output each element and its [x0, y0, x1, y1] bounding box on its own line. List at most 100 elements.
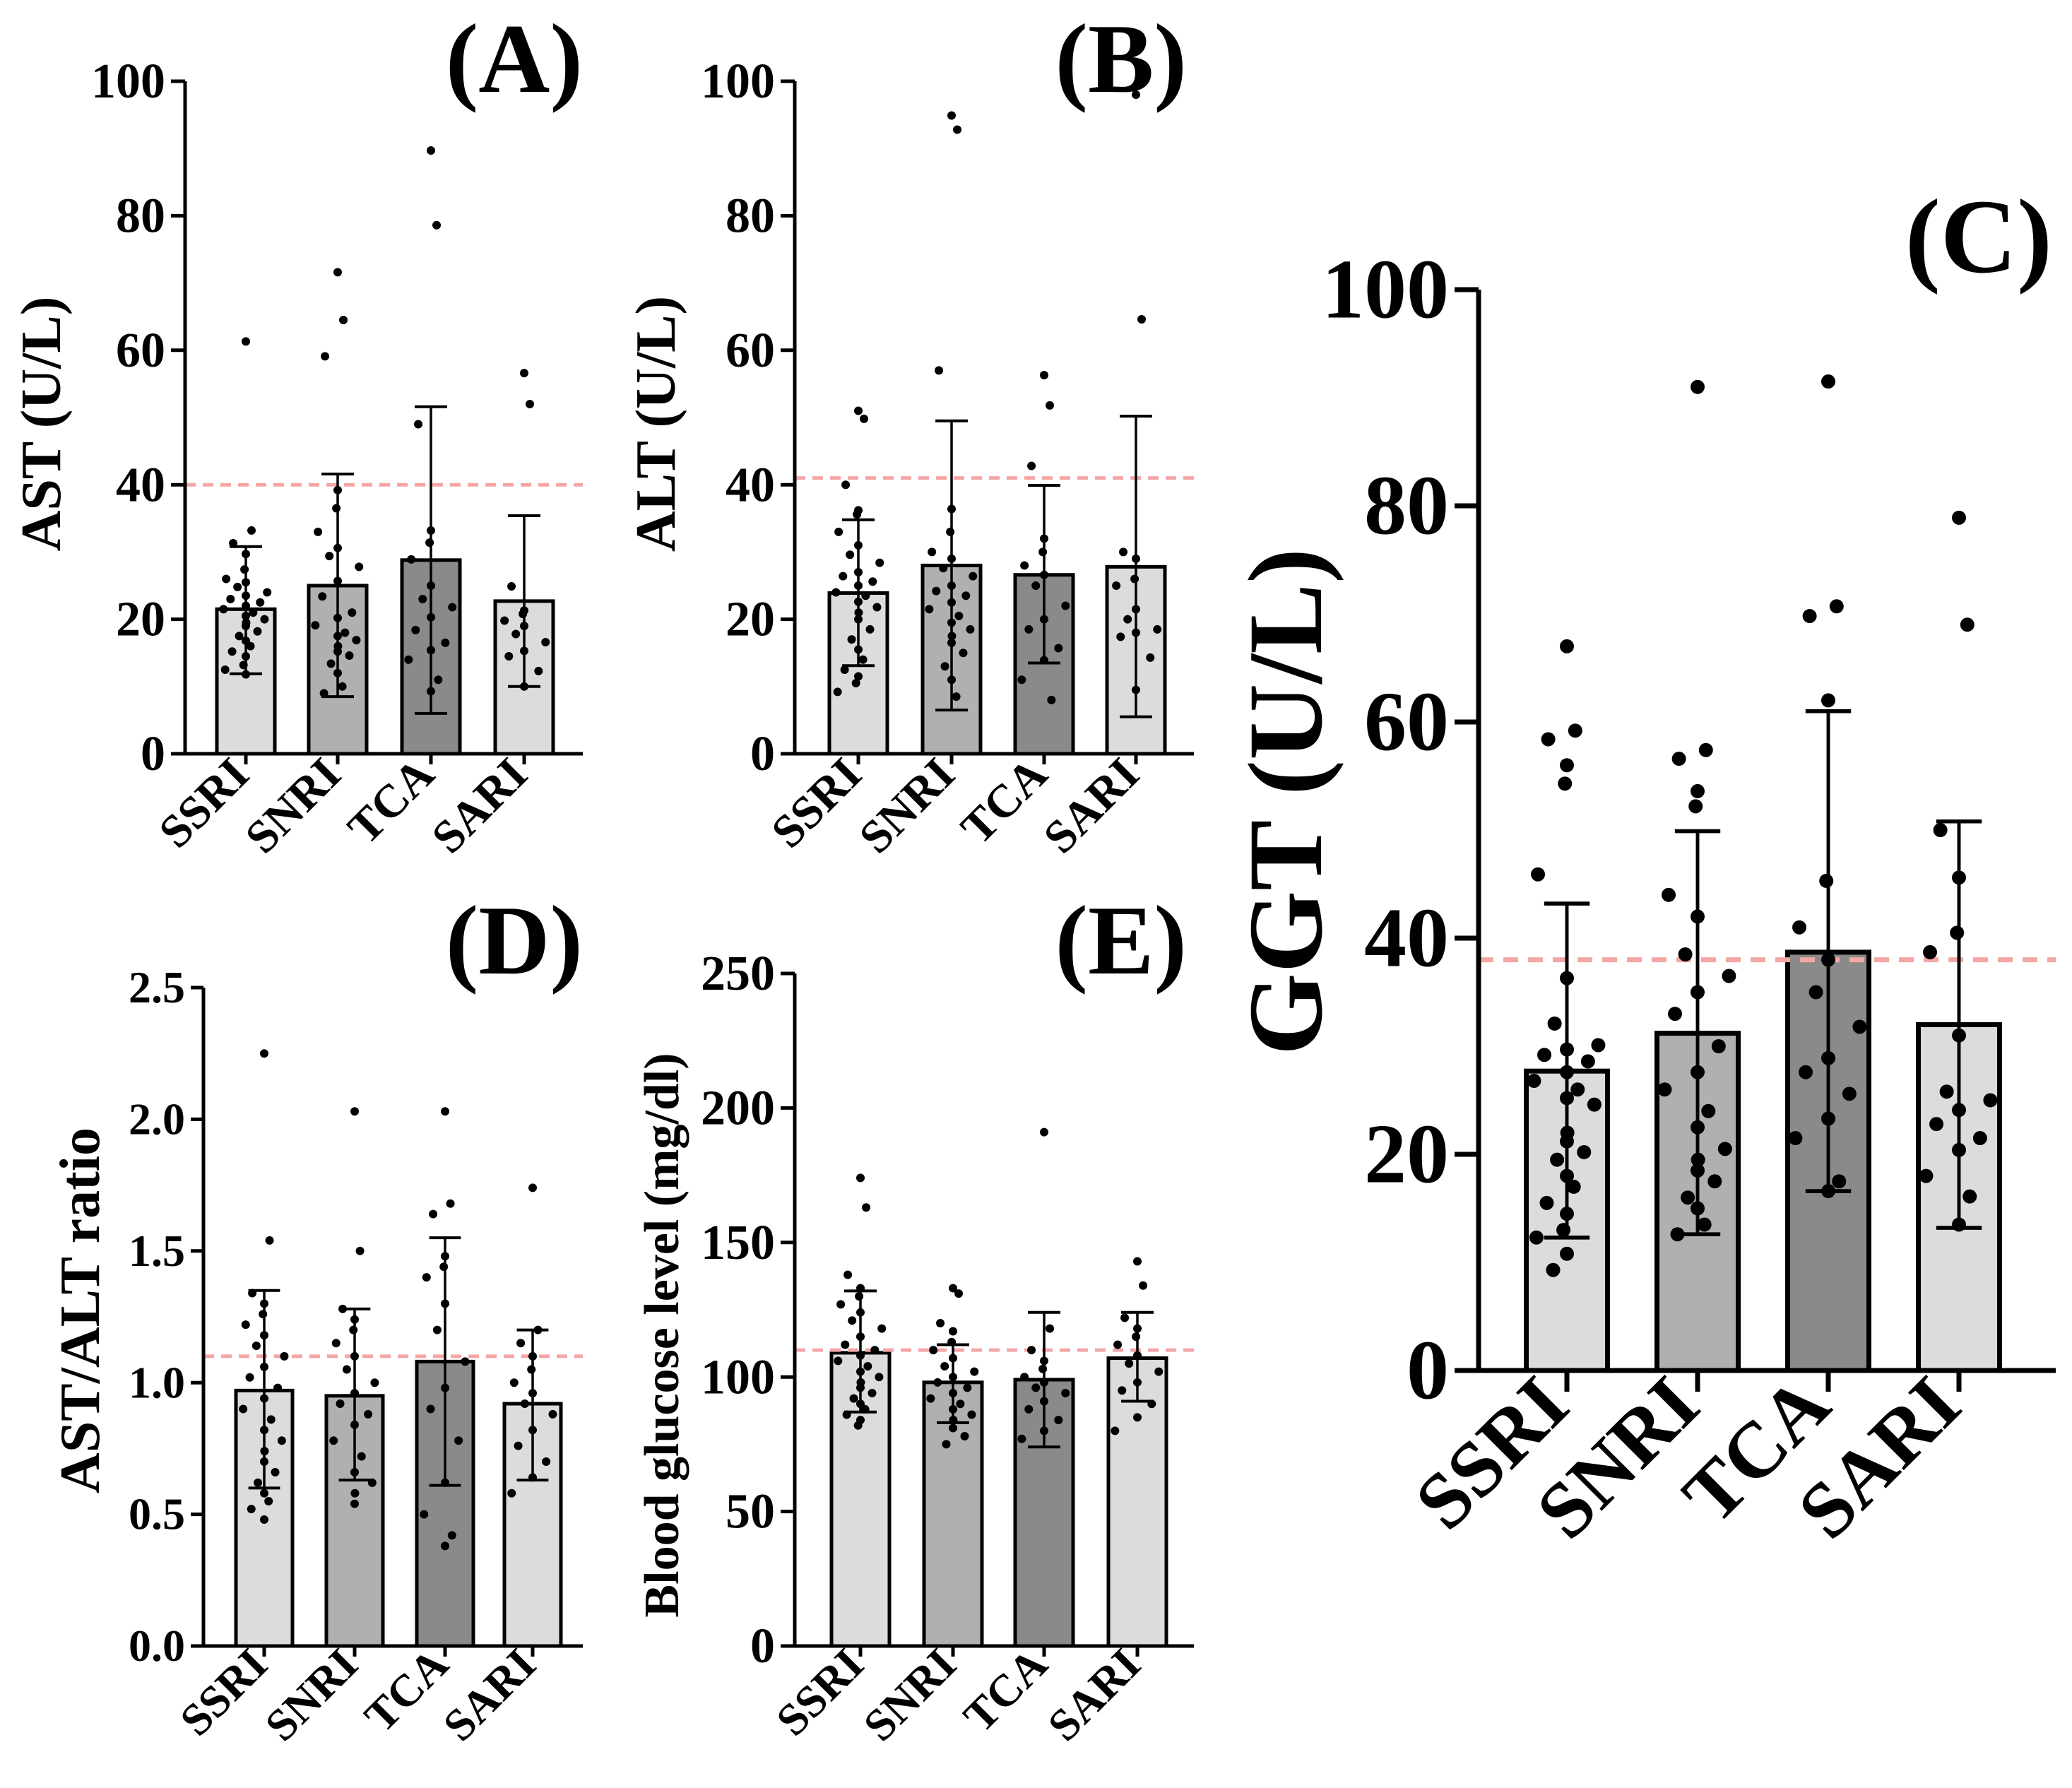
data-point-a-tca — [427, 687, 435, 696]
data-point-b-snri — [940, 662, 949, 671]
data-point-a-ssri — [242, 601, 250, 610]
data-point-e-ssri — [863, 1361, 872, 1370]
data-point-e-sari — [1133, 1257, 1142, 1266]
data-point-a-tca — [414, 420, 423, 429]
y-tick-label-a: 80 — [116, 189, 165, 244]
data-point-b-ssri — [854, 597, 863, 606]
data-point-e-snri — [933, 1378, 942, 1387]
data-point-c-ssri — [1529, 1230, 1544, 1245]
data-point-b-ssri — [854, 406, 863, 415]
data-point-c-tca — [1829, 599, 1844, 614]
data-point-d-ssri — [266, 1415, 276, 1424]
data-point-d-sari — [542, 1457, 551, 1467]
data-point-b-ssri — [834, 527, 843, 536]
data-point-c-ssri — [1531, 867, 1546, 882]
data-point-d-tca — [441, 1383, 449, 1392]
data-point-b-ssri — [851, 679, 860, 688]
data-point-c-snri — [1671, 752, 1686, 766]
data-point-a-tca — [411, 625, 420, 634]
x-tick-label-d-snri: SNRI — [256, 1639, 367, 1751]
data-point-c-sari — [1952, 870, 1966, 885]
data-point-e-sari — [1147, 1399, 1156, 1409]
data-point-d-tca — [429, 1209, 438, 1219]
data-point-c-snri — [1681, 1190, 1695, 1205]
data-point-e-tca — [1027, 1346, 1036, 1355]
data-point-c-tca — [1821, 1111, 1835, 1126]
data-point-d-snri — [367, 1478, 377, 1487]
data-point-b-snri — [947, 632, 957, 641]
data-point-b-tca — [1038, 547, 1048, 557]
data-point-b-snri — [932, 586, 941, 596]
data-point-c-snri — [1691, 1120, 1705, 1135]
data-point-e-ssri — [843, 1270, 853, 1279]
data-point-c-ssri — [1570, 1082, 1585, 1097]
data-point-e-ssri — [856, 1173, 865, 1183]
data-point-a-sari — [500, 616, 509, 625]
data-point-d-ssri — [277, 1436, 286, 1445]
data-point-b-sari — [1123, 615, 1132, 624]
data-point-a-ssri — [260, 615, 269, 624]
data-point-d-ssri — [260, 1331, 268, 1340]
data-point-d-snri — [349, 1325, 358, 1334]
data-point-b-snri — [947, 618, 956, 627]
data-point-c-snri — [1717, 1142, 1732, 1156]
data-point-c-tca — [1821, 952, 1835, 967]
x-tick-label-b-ssri: SSRI — [762, 748, 871, 858]
data-point-c-sari — [1972, 1131, 1987, 1146]
y-tick-label-d: 2.0 — [129, 1094, 185, 1144]
data-point-b-tca — [1047, 695, 1056, 704]
data-point-e-tca — [1054, 1416, 1063, 1425]
data-point-a-ssri — [235, 632, 244, 641]
data-point-d-tca — [422, 1273, 431, 1282]
data-point-c-snri — [1691, 379, 1705, 394]
data-point-c-snri — [1691, 1163, 1705, 1178]
data-point-c-sari — [1952, 1028, 1966, 1043]
y-tick-label-a: 60 — [116, 324, 165, 378]
data-point-a-snri — [318, 592, 327, 601]
data-point-c-sari — [1952, 1217, 1966, 1232]
data-point-a-sari — [534, 666, 543, 675]
data-point-a-snri — [355, 562, 364, 572]
data-point-a-sari — [520, 369, 528, 378]
data-point-c-ssri — [1560, 1042, 1574, 1057]
x-tick-label-a-tca: TCA — [338, 748, 444, 854]
x-tick-label-a-snri: SNRI — [235, 748, 350, 863]
data-point-e-ssri — [855, 1291, 864, 1301]
data-point-c-tca — [1842, 1087, 1857, 1101]
data-point-e-sari — [1133, 1378, 1142, 1387]
data-point-e-snri — [963, 1383, 972, 1392]
y-tick-label-d: 2.5 — [129, 962, 185, 1012]
x-tick-label-e-tca: TCA — [954, 1639, 1057, 1742]
data-point-e-snri — [936, 1319, 945, 1328]
y-tick-label-c: 80 — [1364, 458, 1449, 552]
data-point-a-ssri — [242, 670, 250, 679]
data-point-d-ssri — [239, 1404, 248, 1414]
data-point-e-ssri — [860, 1404, 870, 1414]
data-point-e-sari — [1133, 1351, 1142, 1360]
data-point-d-snri — [331, 1339, 341, 1348]
data-point-d-snri — [350, 1488, 360, 1498]
data-point-c-snri — [1662, 887, 1676, 902]
data-point-b-snri — [952, 692, 961, 701]
data-point-d-ssri — [247, 1505, 256, 1514]
data-point-e-snri — [949, 1373, 957, 1382]
y-tick-label-a: 20 — [116, 593, 165, 647]
data-point-e-ssri — [856, 1351, 865, 1360]
data-point-e-ssri — [834, 1356, 843, 1366]
data-point-a-tca — [407, 555, 416, 564]
data-point-e-sari — [1133, 1413, 1142, 1422]
x-tick-label-e-ssri: SSRI — [766, 1639, 873, 1746]
y-tick-label-e: 50 — [726, 1485, 775, 1539]
data-point-b-tca — [1031, 581, 1041, 590]
data-point-a-snri — [333, 668, 342, 677]
data-point-a-sari — [520, 682, 528, 691]
data-point-c-ssri — [1560, 1168, 1574, 1183]
data-point-a-tca — [427, 146, 435, 155]
data-point-a-ssri — [242, 578, 250, 587]
data-point-a-snri — [326, 659, 336, 668]
y-tick-label-e: 200 — [701, 1082, 775, 1136]
y-tick-label-b: 100 — [701, 54, 775, 109]
data-point-c-tca — [1821, 1184, 1835, 1199]
data-point-a-ssri — [242, 651, 250, 661]
